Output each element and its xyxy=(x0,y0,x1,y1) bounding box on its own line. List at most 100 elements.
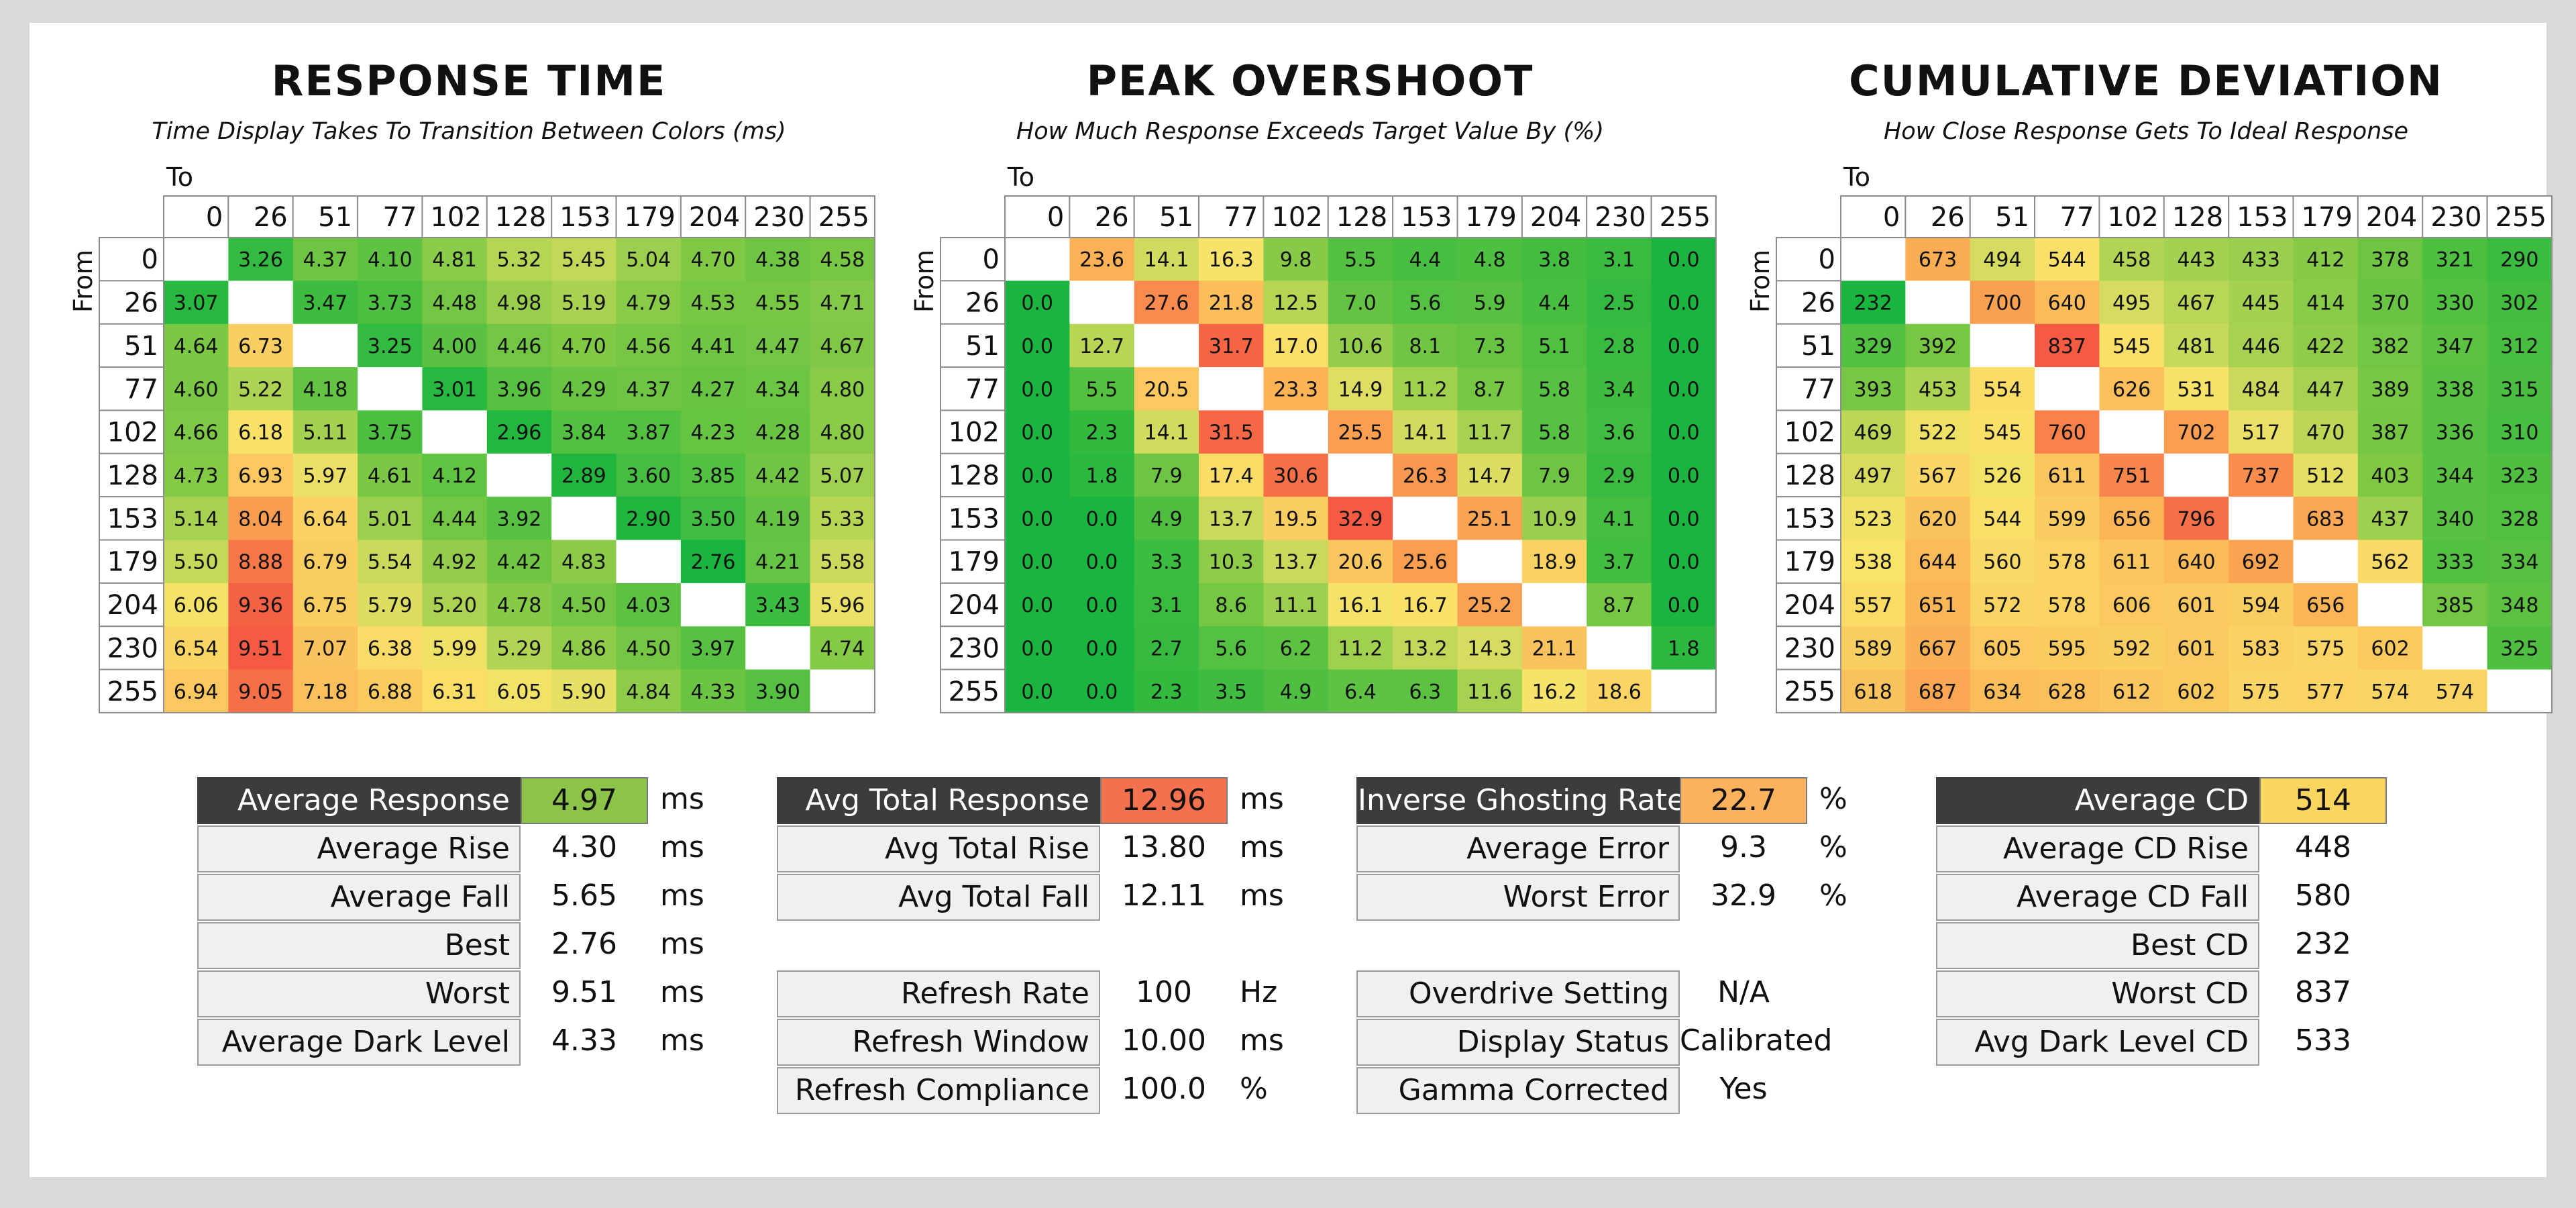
col-header-label: 230 xyxy=(1595,202,1646,233)
heatmap-cell-label: 2.5 xyxy=(1603,292,1635,315)
heatmap-cell-label: 232 xyxy=(1854,292,1892,315)
heatmap-cell xyxy=(1263,583,1329,627)
heatmap-cell-label: 393 xyxy=(1854,378,1892,401)
heatmap-cell-label: 14.1 xyxy=(1144,248,1189,272)
heatmap-cell xyxy=(1651,323,1717,368)
heatmap-cell-label: 3.96 xyxy=(497,378,542,401)
heatmap-cell xyxy=(422,626,488,670)
stat-label: Average Fall xyxy=(197,874,521,921)
heatmap-cell xyxy=(2099,281,2165,325)
row-header-label: 128 xyxy=(107,460,158,491)
heatmap-cell xyxy=(745,540,811,584)
heatmap-cell xyxy=(1069,583,1135,627)
heatmap-cell xyxy=(1587,669,1652,713)
heatmap-cell-label: 0.0 xyxy=(1086,681,1118,704)
heatmap-cell-label: 497 xyxy=(1854,464,1892,488)
heatmap-cell xyxy=(1134,583,1199,627)
heatmap-cell xyxy=(1457,323,1523,368)
heatmap-cell-label: 13.2 xyxy=(1403,637,1448,660)
heatmap-cell xyxy=(810,367,875,411)
row-header-label: 204 xyxy=(1784,590,1835,621)
heatmap-cell-label: 4.64 xyxy=(174,335,219,358)
heatmap-cell-label: 8.7 xyxy=(1474,378,1506,401)
row-header-cell xyxy=(1776,237,1841,282)
stat-row: Worst 9.51 ms xyxy=(197,970,734,1017)
heatmap-cell xyxy=(1328,367,1393,411)
heatmap-cell xyxy=(1263,453,1329,497)
heatmap-cell-label: 4.9 xyxy=(1150,507,1183,531)
heatmap-cell-label: 6.06 xyxy=(174,594,219,617)
heatmap-cell-label: 389 xyxy=(2371,378,2409,401)
stat-value: 837 xyxy=(2295,975,2351,1009)
heatmap-cell-label: 5.5 xyxy=(1086,378,1118,401)
stat-row: Avg Total Response 12.96 ms xyxy=(777,777,1313,824)
stat-value: N/A xyxy=(1717,975,1770,1009)
stat-value: 12.11 xyxy=(1122,878,1206,913)
heatmap-cell xyxy=(551,583,617,627)
heatmap-cell-label: 578 xyxy=(2048,594,2086,617)
heatmap-cell xyxy=(2229,583,2294,627)
heatmap-cell xyxy=(1841,323,1906,368)
heatmap-cell-label: 3.6 xyxy=(1603,421,1635,445)
heatmap-cell xyxy=(1651,281,1717,325)
heatmap-cell xyxy=(1970,669,2035,713)
heatmap-cell-label: 554 xyxy=(1983,378,2021,401)
heatmap-cell xyxy=(2422,410,2488,454)
heatmap-cell-label: 2.7 xyxy=(1150,637,1183,660)
heatmap-cell-label: 4.29 xyxy=(561,378,606,401)
col-header-label: 0 xyxy=(206,202,223,233)
heatmap-cell-label: 21.8 xyxy=(1209,292,1254,315)
heatmap-cell xyxy=(616,453,682,497)
heatmap-cell-label: 3.1 xyxy=(1603,248,1635,272)
row-header-label: 204 xyxy=(107,590,158,621)
heatmap-cell-label: 333 xyxy=(2436,551,2474,574)
heatmap-cell xyxy=(1393,453,1458,497)
stat-unit: ms xyxy=(660,878,704,913)
heatmap-cell-label: 4.19 xyxy=(755,507,800,531)
stat-unit: % xyxy=(1819,878,1847,913)
col-header-label: 77 xyxy=(1224,202,1258,233)
heatmap-cell-label: 6.94 xyxy=(174,681,219,704)
stat-label: Avg Total Response xyxy=(777,777,1100,824)
heatmap-cell xyxy=(2293,323,2359,368)
heatmap-cell xyxy=(1328,323,1393,368)
heatmap-cell xyxy=(1199,540,1265,584)
heatmap-cell xyxy=(1905,453,1971,497)
stat-value: 9.3 xyxy=(1720,830,1767,864)
heatmap-cell-label: 7.9 xyxy=(1538,464,1570,488)
stat-unit: ms xyxy=(660,830,704,864)
heatmap-cell xyxy=(1587,497,1652,541)
stat-row: Average CD Rise 448 xyxy=(1936,825,2473,872)
col-header-label: 77 xyxy=(383,202,417,233)
heatmap-cell xyxy=(1199,583,1265,627)
heatmap-cell-label: 446 xyxy=(2242,335,2280,358)
heatmap-cell xyxy=(1005,410,1070,454)
heatmap-cell-label: 4.8 xyxy=(1474,248,1506,272)
heatmap-cell-label: 538 xyxy=(1854,551,1892,574)
heatmap-cell xyxy=(2035,583,2100,627)
heatmap-cell xyxy=(1905,626,1971,670)
heatmap-cell xyxy=(680,410,746,454)
stat-value: 100 xyxy=(1136,975,1192,1009)
heatmap-cell xyxy=(1651,626,1717,670)
heatmap-cell xyxy=(1393,626,1458,670)
heatmap-cell-label: 18.6 xyxy=(1597,681,1642,704)
heatmap-cell xyxy=(1069,497,1135,541)
heatmap-cell xyxy=(1069,410,1135,454)
heatmap-cell-label: 557 xyxy=(1854,594,1892,617)
heatmap-cell xyxy=(422,497,488,541)
heatmap-cell-label: 12.5 xyxy=(1273,292,1318,315)
heatmap-cell xyxy=(164,626,229,670)
heatmap-cell xyxy=(1199,367,1265,411)
row-header-cell xyxy=(99,237,164,282)
heatmap-cell-label: 640 xyxy=(2048,292,2086,315)
heatmap-cell-label: 602 xyxy=(2371,637,2409,660)
heatmap-cell-label: 560 xyxy=(1983,551,2021,574)
stat-label: Gamma Corrected xyxy=(1356,1067,1680,1114)
stat-value: 100.0 xyxy=(1122,1072,1206,1106)
col-header-cell xyxy=(1969,195,2036,238)
heatmap-cell xyxy=(486,540,552,584)
heatmap-cell-label: 0.0 xyxy=(1021,507,1053,531)
heatmap-cell-label: 11.7 xyxy=(1467,421,1512,445)
heatmap-cell xyxy=(1970,540,2035,584)
